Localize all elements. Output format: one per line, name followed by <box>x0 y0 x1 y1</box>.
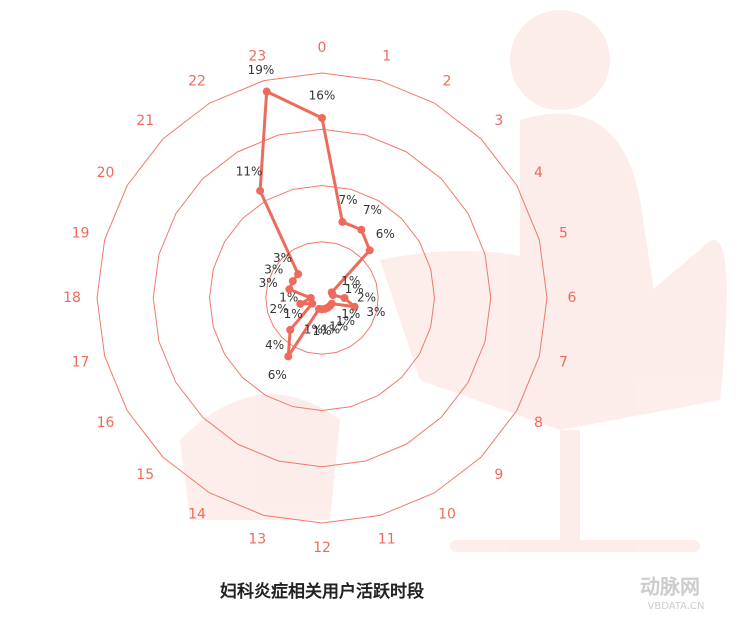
data-point <box>285 285 294 294</box>
background-illustration <box>180 10 727 552</box>
value-label: 3% <box>273 251 292 265</box>
watermark-brand: 动脉网 <box>640 575 700 599</box>
category-label: 15 <box>136 467 154 483</box>
value-label: 3% <box>259 276 278 290</box>
value-label: 1% <box>329 319 348 333</box>
category-label: 7 <box>559 355 568 371</box>
category-label: 22 <box>188 73 206 89</box>
value-label: 1% <box>312 324 331 338</box>
value-label: 11% <box>236 164 263 178</box>
value-label: 3% <box>264 263 283 277</box>
watermark-site: VBDATA.CN <box>648 601 705 612</box>
category-label: 11 <box>378 531 396 547</box>
category-label: 6 <box>568 290 577 306</box>
category-label: 12 <box>313 540 331 556</box>
category-label: 23 <box>248 49 266 65</box>
data-point <box>328 291 337 300</box>
value-label: 1% <box>345 282 364 296</box>
data-point <box>340 294 349 302</box>
data-point <box>256 186 265 195</box>
data-point <box>284 352 293 361</box>
category-label: 18 <box>63 290 81 306</box>
value-label: 16% <box>309 89 336 103</box>
value-label: 1% <box>336 314 355 328</box>
category-label: 4 <box>534 165 543 181</box>
value-label: 7% <box>339 193 358 207</box>
value-label: 3% <box>366 305 385 319</box>
category-label: 13 <box>248 531 266 547</box>
value-label: 1% <box>304 323 323 337</box>
category-label: 3 <box>494 113 503 129</box>
category-label: 10 <box>438 507 456 523</box>
category-label: 9 <box>494 467 503 483</box>
category-label: 5 <box>559 225 568 241</box>
data-point <box>315 304 324 313</box>
data-point <box>262 87 271 96</box>
data-point <box>296 299 305 308</box>
value-label: 1% <box>279 291 298 305</box>
data-point <box>306 294 315 302</box>
chart-title: 妇科炎症相关用户活跃时段 <box>219 581 424 602</box>
value-label: 4% <box>265 338 284 352</box>
value-label: 19% <box>248 63 275 77</box>
category-label: 16 <box>97 415 115 431</box>
category-label: 20 <box>97 165 115 181</box>
data-point <box>357 225 366 234</box>
data-point <box>294 270 303 279</box>
category-label: 17 <box>72 355 90 371</box>
value-label: 6% <box>268 368 287 382</box>
category-label: 8 <box>534 415 543 431</box>
value-label: 1% <box>321 323 340 337</box>
value-label: 2% <box>269 302 288 316</box>
category-label: 2 <box>443 73 452 89</box>
data-point <box>288 277 297 286</box>
value-label: 2% <box>357 291 376 305</box>
data-point <box>338 217 347 226</box>
value-label: 1% <box>341 307 360 321</box>
category-label: 19 <box>72 225 90 241</box>
category-label: 21 <box>136 113 154 129</box>
category-label: 14 <box>188 507 206 523</box>
grid-ring <box>96 72 548 524</box>
value-label: 1% <box>341 274 360 288</box>
category-label: 1 <box>382 49 391 65</box>
grid-ring <box>208 184 436 412</box>
grid-ring <box>265 241 379 355</box>
data-point <box>318 114 326 122</box>
category-label: 0 <box>318 40 327 56</box>
data-point <box>350 302 359 311</box>
data-point <box>286 325 295 334</box>
grid-ring <box>152 128 492 468</box>
data-point <box>365 246 374 255</box>
value-label: 6% <box>376 227 395 241</box>
value-label: 7% <box>363 203 382 217</box>
value-label: 1% <box>284 307 303 321</box>
